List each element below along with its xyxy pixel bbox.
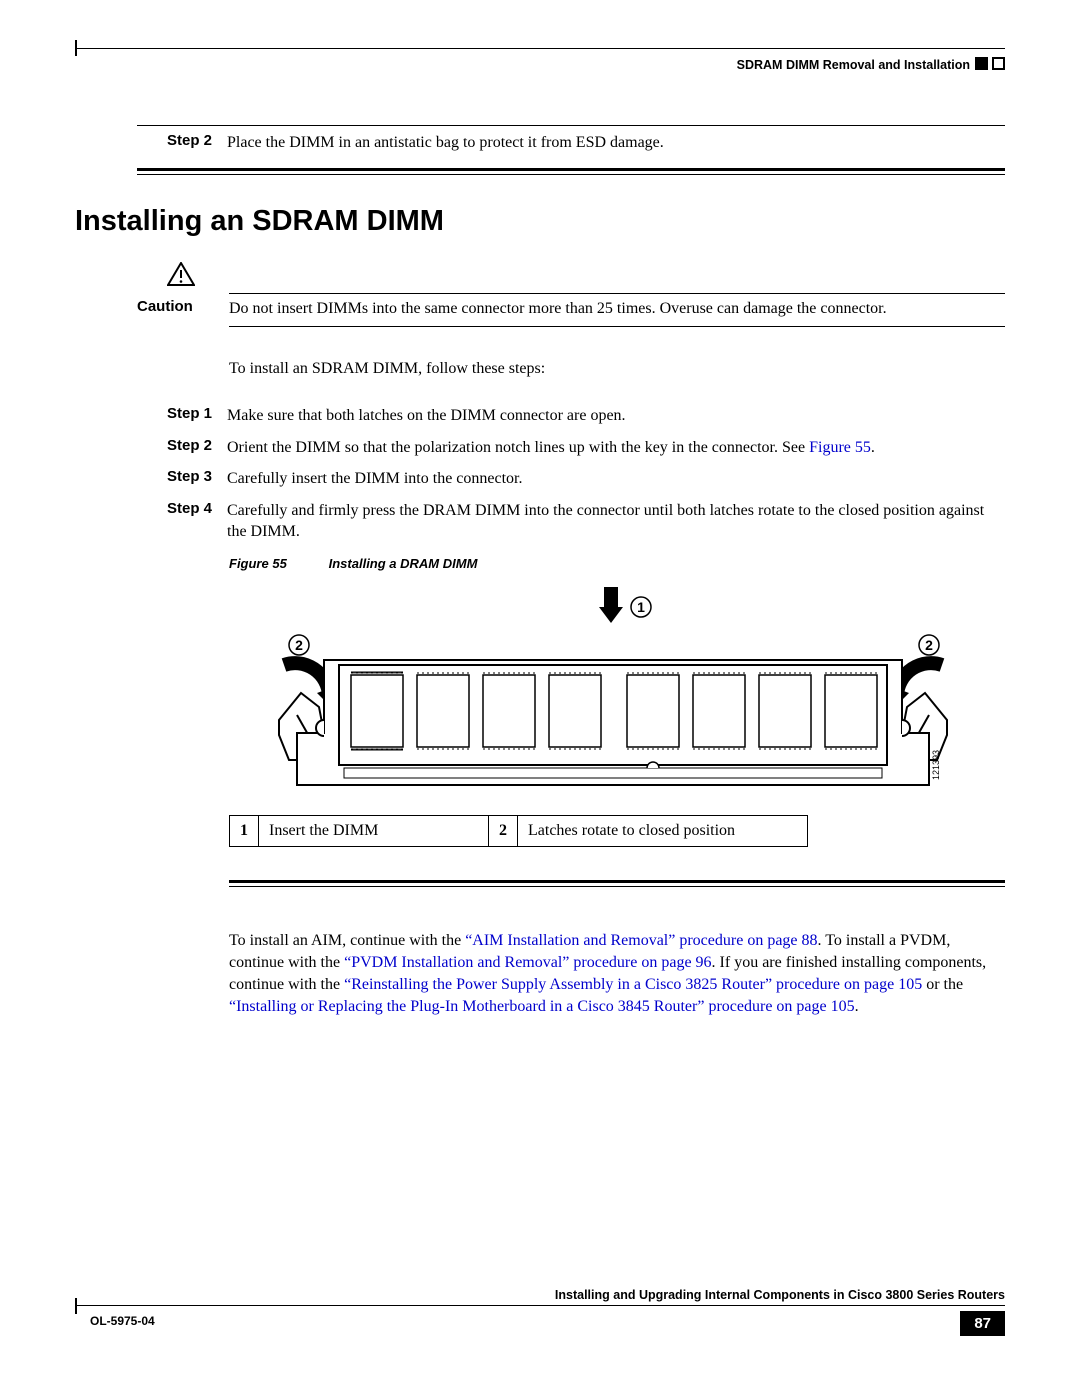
footer-tick (75, 1298, 77, 1314)
step-text: Place the DIMM in an antistatic bag to p… (227, 132, 664, 154)
table-row: 1 Insert the DIMM 2 Latches rotate to cl… (230, 816, 808, 847)
header-marker-outline (992, 57, 1005, 70)
footer-book-title: Installing and Upgrading Internal Compon… (555, 1288, 1005, 1302)
intro-text: To install an SDRAM DIMM, follow these s… (229, 360, 545, 378)
step-label: Step 3 (167, 468, 227, 490)
text: Orient the DIMM so that the polarization… (227, 439, 809, 456)
page-number: 87 (960, 1311, 1005, 1336)
caution-block: Caution Do not insert DIMMs into the sam… (137, 262, 1005, 327)
text: or the (922, 976, 963, 993)
text: To install an AIM, continue with the (229, 932, 465, 949)
legend-text: Latches rotate to closed position (518, 816, 808, 847)
rule (137, 125, 1005, 126)
rule-thick (137, 168, 1005, 171)
step-row: Step 2 Orient the DIMM so that the polar… (167, 437, 1005, 459)
step-text: Carefully insert the DIMM into the conne… (227, 468, 522, 490)
text: . (871, 439, 875, 456)
drawing-id: 121393 (931, 750, 941, 780)
rule (229, 326, 1005, 327)
legend-num: 1 (230, 816, 259, 847)
cross-ref-link[interactable]: “PVDM Installation and Removal” procedur… (344, 954, 711, 971)
legend-num: 2 (489, 816, 518, 847)
header-section-title: SDRAM DIMM Removal and Installation (737, 58, 970, 72)
figure-diagram: 1 2 2 (229, 585, 959, 810)
step-label: Step 2 (167, 437, 227, 459)
footer-doc-id: OL-5975-04 (90, 1314, 155, 1328)
warning-icon (167, 262, 195, 286)
section-rule (229, 880, 1005, 887)
prev-step-block: Step 2 Place the DIMM in an antistatic b… (137, 125, 1005, 175)
step-text: Make sure that both latches on the DIMM … (227, 405, 626, 427)
step-text: Orient the DIMM so that the polarization… (227, 437, 875, 459)
header-rule (75, 48, 1005, 49)
step-row: Step 4 Carefully and firmly press the DR… (167, 500, 1005, 543)
text: . (855, 998, 859, 1015)
step-label: Step 4 (167, 500, 227, 543)
footer-rule (75, 1305, 1005, 1306)
figure-number: Figure 55 (229, 556, 325, 571)
step-label: Step 2 (167, 132, 227, 154)
figure-title: Installing a DRAM DIMM (329, 556, 478, 571)
callout-2-left: 2 (295, 637, 303, 653)
closing-paragraph: To install an AIM, continue with the “AI… (229, 930, 1005, 1018)
section-heading: Installing an SDRAM DIMM (75, 205, 444, 238)
figure-caption: Figure 55 Installing a DRAM DIMM (229, 556, 477, 571)
caution-text: Do not insert DIMMs into the same connec… (229, 298, 887, 320)
callout-1: 1 (637, 599, 645, 615)
step-row: Step 3 Carefully insert the DIMM into th… (167, 468, 1005, 490)
page: SDRAM DIMM Removal and Installation Step… (75, 40, 1005, 1350)
header-marker-solid (975, 57, 988, 70)
rule-thin (137, 174, 1005, 175)
callout-2-right: 2 (925, 637, 933, 653)
figure-link[interactable]: Figure 55 (809, 439, 871, 456)
cross-ref-link[interactable]: “Installing or Replacing the Plug-In Mot… (229, 998, 855, 1015)
step-label: Step 1 (167, 405, 227, 427)
figure-legend-table: 1 Insert the DIMM 2 Latches rotate to cl… (229, 815, 808, 847)
cross-ref-link[interactable]: “Reinstalling the Power Supply Assembly … (344, 976, 922, 993)
rule (229, 293, 1005, 294)
install-steps: Step 1 Make sure that both latches on th… (167, 405, 1005, 553)
legend-text: Insert the DIMM (259, 816, 489, 847)
caution-label: Caution (137, 298, 229, 320)
cross-ref-link[interactable]: “AIM Installation and Removal” procedure… (465, 932, 817, 949)
step-text: Carefully and firmly press the DRAM DIMM… (227, 500, 1005, 543)
step-row: Step 1 Make sure that both latches on th… (167, 405, 1005, 427)
